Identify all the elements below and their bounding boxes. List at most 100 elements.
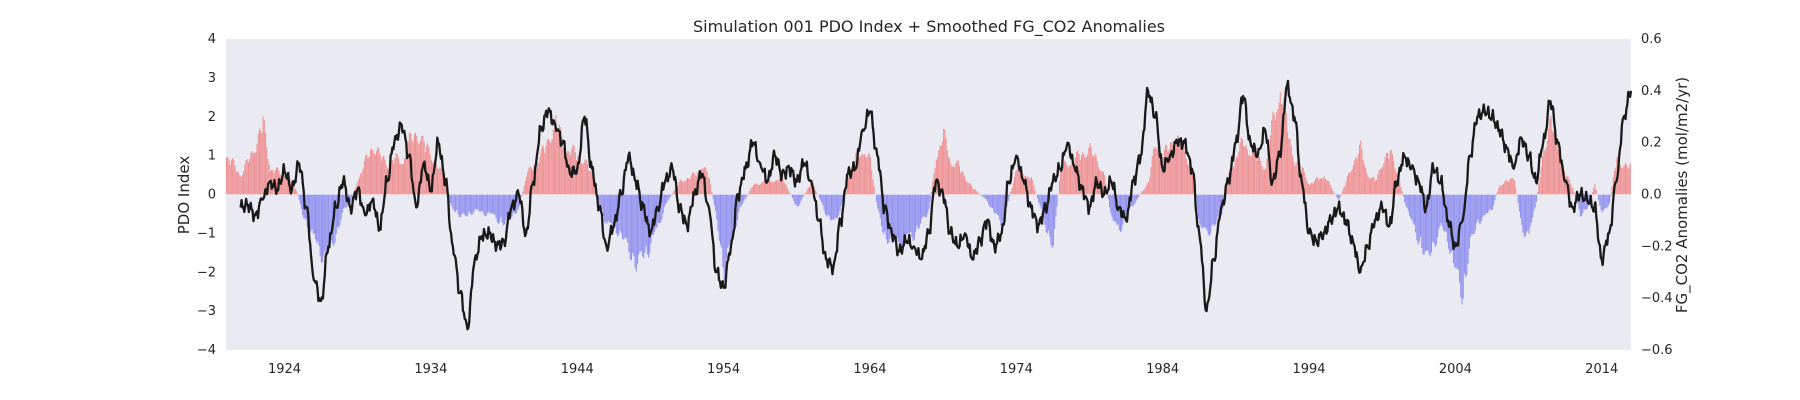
pdo-bar: [579, 160, 581, 195]
pdo-bar: [730, 194, 732, 243]
pdo-bar: [963, 175, 965, 195]
pdo-bar: [584, 159, 586, 195]
pdo-bar: [1344, 186, 1346, 195]
pdo-bar: [1028, 177, 1030, 195]
pdo-bar: [1584, 194, 1586, 210]
pdo-bar: [669, 194, 671, 197]
pdo-bar: [1112, 194, 1114, 221]
pdo-bar: [1310, 183, 1312, 195]
pdo-bar: [1205, 194, 1207, 229]
pdo-bar: [443, 178, 445, 195]
pdo-bar: [1359, 144, 1361, 195]
pdo-bar: [1387, 153, 1389, 195]
pdo-bar: [995, 194, 997, 214]
pdo-bar: [674, 188, 676, 195]
pdo-bar: [1501, 185, 1503, 195]
pdo-bar: [699, 171, 701, 195]
pdo-bar: [737, 194, 739, 221]
pdo-bar: [1022, 173, 1024, 195]
pdo-bar: [745, 194, 747, 198]
pdo-bar: [926, 194, 928, 217]
pdo-bar: [740, 194, 742, 206]
pdo-bar: [1182, 146, 1184, 195]
pdo-bar: [721, 194, 723, 248]
pdo-bar: [972, 188, 974, 195]
pdo-bar: [733, 194, 735, 228]
pdo-bar: [1216, 194, 1218, 221]
pdo-bar: [913, 194, 915, 240]
pdo-bar: [261, 132, 263, 195]
pdo-bar: [549, 141, 551, 195]
pdo-bar: [877, 194, 879, 209]
pdo-bar: [748, 193, 750, 195]
left-tick-label: 3: [208, 71, 216, 86]
pdo-bar: [691, 172, 693, 195]
pdo-bar: [1248, 154, 1250, 195]
pdo-bar: [1185, 158, 1187, 195]
pdo-bar: [1476, 194, 1478, 223]
pdo-bar: [1609, 194, 1611, 204]
pdo-bar: [317, 194, 319, 242]
pdo-bar: [546, 139, 548, 195]
pdo-bar: [277, 167, 279, 195]
pdo-bar: [1490, 194, 1492, 211]
pdo-bar: [1293, 161, 1295, 195]
pdo-bar: [382, 156, 384, 195]
pdo-bar: [1477, 194, 1479, 220]
pdo-bar: [1502, 183, 1504, 195]
pdo-bar: [974, 189, 976, 195]
pdo-bar: [1133, 194, 1135, 206]
pdo-bar: [1215, 194, 1217, 225]
pdo-bar: [1365, 167, 1367, 195]
pdo-bar: [1074, 157, 1076, 195]
pdo-bar: [958, 166, 961, 195]
pdo-bar: [245, 160, 247, 195]
pdo-bar: [1427, 194, 1429, 251]
pdo-bar: [244, 164, 246, 195]
pdo-bar: [1087, 154, 1089, 195]
pdo-bar: [1115, 194, 1117, 222]
right-axis-label: FG_CO2 Anomalies (mol/m2/yr): [1673, 77, 1692, 313]
pdo-bar: [644, 194, 646, 253]
pdo-bar: [1190, 166, 1192, 195]
pdo-bar: [604, 194, 606, 222]
pdo-bar: [784, 183, 786, 195]
pdo-bar: [960, 173, 962, 195]
pdo-bar: [910, 194, 912, 232]
pdo-bar: [1018, 166, 1020, 195]
pdo-bar: [1606, 194, 1608, 208]
pdo-bar: [429, 154, 431, 195]
pdo-bar: [1061, 169, 1063, 195]
pdo-bar: [1166, 145, 1168, 195]
pdo-bar: [436, 168, 439, 195]
pdo-bar: [768, 179, 770, 195]
pdo-bar: [1016, 169, 1018, 195]
pdo-bar: [608, 194, 610, 223]
pdo-bar: [893, 194, 895, 237]
pdo-bar: [715, 194, 717, 212]
pdo-bar: [899, 194, 901, 251]
pdo-bar: [1420, 194, 1422, 237]
pdo-bar: [254, 154, 256, 195]
pdo-bar: [451, 194, 453, 206]
pdo-bar: [772, 181, 774, 195]
pdo-bar: [1418, 194, 1420, 243]
pdo-bar: [1451, 194, 1453, 252]
pdo-bar: [395, 153, 397, 195]
pdo-bar: [1283, 98, 1285, 195]
pdo-bar: [1040, 194, 1042, 209]
pdo-bar: [996, 194, 998, 215]
pdo-bar: [433, 162, 435, 195]
pdo-bar: [1148, 181, 1150, 195]
pdo-bar: [999, 194, 1001, 221]
pdo-bar: [249, 159, 251, 195]
pdo-bar: [1444, 194, 1446, 232]
pdo-bar: [1149, 177, 1151, 195]
pdo-bar: [419, 140, 421, 195]
pdo-bar: [522, 191, 524, 195]
pdo-bar: [1570, 183, 1572, 195]
pdo-bar: [984, 194, 986, 199]
pdo-bar: [1460, 194, 1462, 298]
pdo-bar: [363, 161, 365, 195]
pdo-bar: [1594, 183, 1596, 195]
